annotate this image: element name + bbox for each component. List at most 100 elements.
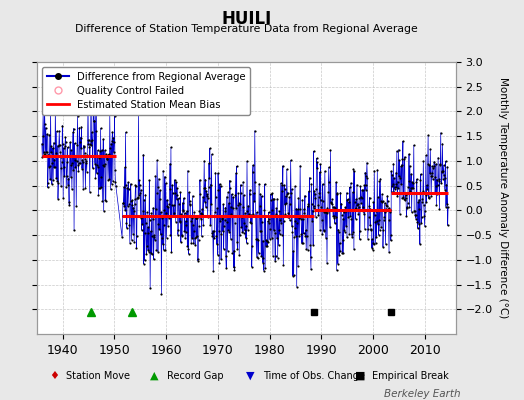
Point [324, 164, 333, 170]
Point [443, 201, 451, 207]
Point [293, 220, 301, 226]
Point [327, 199, 335, 206]
Point [59, 141, 67, 148]
Point [209, 228, 217, 234]
Point [185, 189, 193, 195]
Point [122, 182, 130, 188]
Point [53, 142, 62, 149]
Point [206, 222, 214, 228]
Point [395, 146, 403, 153]
Point [310, 203, 318, 209]
Point [238, 204, 247, 210]
Point [45, 164, 53, 170]
Point [170, 210, 178, 216]
Point [236, 182, 245, 188]
Point [279, 262, 288, 268]
Point [214, 186, 223, 193]
Point [193, 215, 201, 221]
Point [108, 138, 116, 144]
Point [182, 222, 191, 228]
Point [280, 201, 289, 208]
Text: Station Move: Station Move [66, 371, 130, 381]
Point [327, 200, 335, 206]
Point [266, 226, 275, 232]
Point [304, 201, 312, 207]
Point [203, 193, 211, 200]
Point [223, 194, 231, 200]
Point [347, 230, 356, 237]
Point [173, 232, 182, 238]
Point [290, 234, 298, 240]
Point [198, 206, 206, 212]
Point [365, 202, 373, 209]
Point [300, 206, 308, 212]
Point [347, 216, 355, 222]
Point [48, 181, 56, 187]
Point [38, 140, 46, 147]
Point [396, 210, 404, 217]
Point [361, 226, 369, 232]
Point [309, 204, 318, 211]
Point [181, 235, 189, 241]
Point [429, 165, 438, 171]
Point [184, 251, 193, 257]
Point [187, 217, 195, 224]
Point [368, 236, 376, 242]
Point [298, 240, 306, 246]
Point [356, 183, 365, 189]
Point [260, 181, 269, 187]
Point [217, 256, 225, 262]
Point [84, 140, 93, 147]
Point [221, 208, 229, 214]
Point [167, 144, 175, 151]
Point [339, 237, 347, 244]
Point [272, 205, 280, 212]
Point [160, 207, 169, 213]
Point [240, 192, 248, 198]
Point [267, 191, 275, 198]
Point [312, 155, 321, 162]
Point [106, 186, 115, 192]
Point [382, 202, 390, 208]
Point [353, 202, 362, 208]
Point [48, 160, 57, 166]
Point [431, 190, 439, 197]
Point [260, 207, 268, 214]
Point [403, 200, 412, 206]
Point [204, 195, 212, 201]
Point [423, 182, 431, 189]
Point [257, 228, 265, 234]
Point [171, 219, 180, 225]
Point [340, 227, 348, 234]
Point [329, 204, 337, 210]
Point [317, 204, 325, 210]
Point [238, 229, 246, 235]
Point [421, 192, 430, 198]
Point [200, 158, 209, 164]
Point [401, 197, 409, 204]
Point [267, 197, 276, 204]
Point [39, 109, 47, 115]
Point [270, 196, 278, 202]
Point [140, 257, 149, 264]
Point [372, 207, 380, 214]
Point [344, 196, 352, 202]
Point [385, 216, 393, 223]
Point [242, 223, 250, 229]
Point [375, 232, 383, 238]
Point [244, 226, 252, 233]
Point [422, 199, 431, 205]
Point [303, 212, 311, 219]
Point [386, 206, 395, 213]
Point [392, 169, 400, 176]
Point [225, 177, 234, 184]
Point [58, 159, 66, 166]
Point [54, 196, 62, 202]
Point [278, 187, 287, 194]
Point [163, 222, 172, 229]
Point [227, 211, 236, 217]
Point [282, 200, 290, 206]
Point [83, 152, 91, 158]
Point [314, 212, 322, 218]
Point [349, 228, 357, 235]
